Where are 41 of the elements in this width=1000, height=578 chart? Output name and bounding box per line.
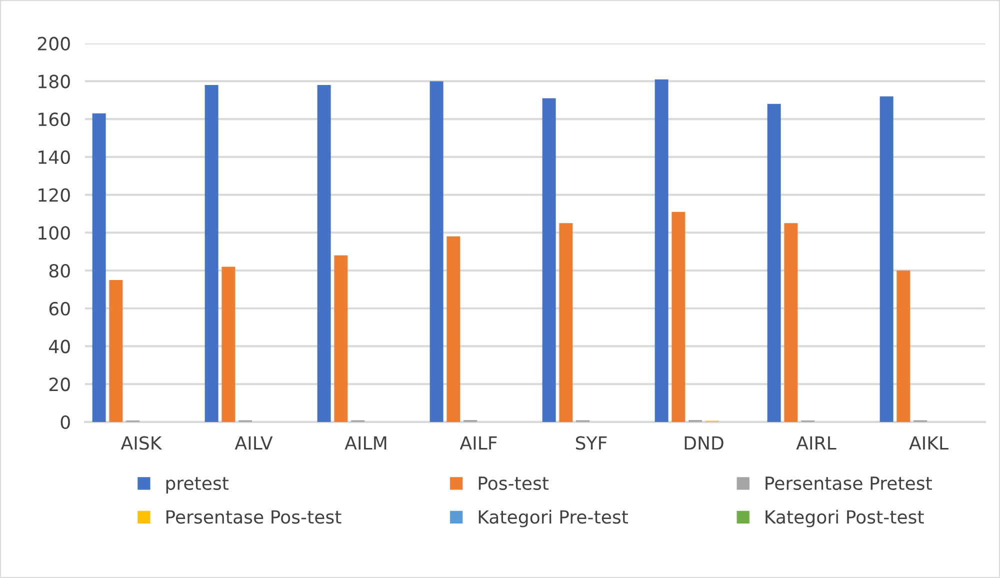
x-tick-label: DND <box>684 436 724 450</box>
x-tick-label: AILM <box>344 436 386 450</box>
bar <box>334 255 348 422</box>
bar <box>430 81 444 422</box>
y-tick-label: 200 <box>38 36 70 50</box>
bar <box>317 84 331 422</box>
bar <box>109 280 123 422</box>
y-tick-label: 80 <box>49 264 70 278</box>
y-tick-label: 20 <box>49 378 70 392</box>
legend-label: Kategori Post-test <box>766 510 924 528</box>
y-tick-label: 140 <box>38 150 70 164</box>
legend-label: Pos-test <box>478 476 549 490</box>
legend-label: Persentase Pretest <box>766 476 932 490</box>
y-tick-label: 0 <box>60 415 70 430</box>
x-tick-label: AIKL <box>909 436 948 450</box>
bar <box>672 212 686 422</box>
bar <box>542 98 556 422</box>
y-tick-label: 60 <box>49 302 70 316</box>
x-tick-label: SYF <box>576 436 607 450</box>
legend-label: Persentase Pos-test <box>166 510 342 524</box>
bar <box>222 266 236 422</box>
x-tick-label: AISK <box>120 436 162 450</box>
y-tick-label: 180 <box>38 74 70 88</box>
legend-label: Kategori Pre-test <box>478 510 628 528</box>
x-tick-label: AILF <box>460 436 497 450</box>
x-tick-label: AILV <box>234 436 273 450</box>
y-tick-label: 120 <box>38 188 70 202</box>
bar <box>446 236 460 422</box>
bar <box>92 113 106 422</box>
y-tick-label: 160 <box>38 112 70 126</box>
bar <box>559 223 573 422</box>
bar <box>880 96 894 422</box>
bar <box>784 223 798 422</box>
legend-label: pretest <box>166 477 229 494</box>
y-tick-label: 100 <box>38 226 70 240</box>
y-tick-label: 40 <box>49 340 70 354</box>
bar <box>896 270 910 422</box>
bar <box>767 104 781 422</box>
x-tick-label: AIRL <box>796 436 836 450</box>
bar <box>204 84 218 422</box>
bar <box>654 79 668 422</box>
